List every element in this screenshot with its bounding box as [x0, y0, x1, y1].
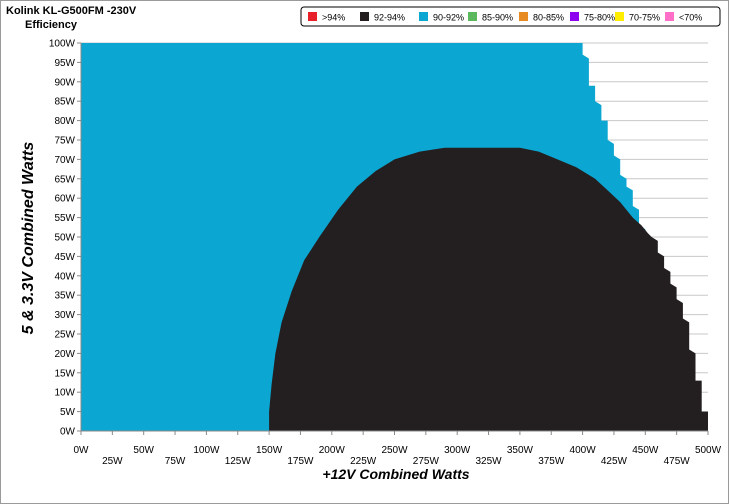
y-tick-label: 20W: [54, 349, 75, 360]
y-tick-label: 70W: [54, 155, 75, 166]
legend-item: 75-80%: [570, 12, 615, 23]
y-tick-label: 45W: [54, 252, 75, 263]
y-tick-labels: 0W 5W 10W 15W 20W 25W 30W 35W 40W 45W 50W 55W 60W 65W…: [49, 39, 81, 438]
legend-item: 85-90%: [468, 12, 513, 23]
legend-item: >94%: [308, 12, 345, 23]
efficiency-bands: [81, 43, 708, 432]
legend-label: <70%: [679, 13, 702, 23]
x-tick-label: 400W: [570, 445, 597, 456]
x-tick-label: 175W: [287, 456, 314, 467]
x-axis-label: +12V Combined Watts: [322, 466, 469, 482]
y-tick-label: 0W: [60, 427, 76, 438]
x-tick-label: 25W: [102, 456, 123, 467]
legend-swatch: [519, 12, 528, 21]
x-tick-label: 425W: [601, 456, 628, 467]
y-tick-label: 30W: [54, 310, 75, 321]
legend-swatch: [308, 12, 317, 21]
x-tick-label: 325W: [475, 456, 502, 467]
y-tick-label: 35W: [54, 291, 75, 302]
legend-label: 80-85%: [533, 13, 564, 23]
legend-item: 90-92%: [419, 12, 464, 23]
y-tick-label: 10W: [54, 388, 75, 399]
x-tick-label: 375W: [538, 456, 565, 467]
legend-label: >94%: [322, 13, 345, 23]
x-tick-label: 0W: [74, 445, 90, 456]
x-tick-label: 50W: [133, 445, 154, 456]
legend-label: 90-92%: [433, 13, 464, 23]
legend-label: 75-80%: [584, 13, 615, 23]
legend-swatch: [419, 12, 428, 21]
y-axis-label: 5 & 3.3V Combined Watts: [20, 142, 37, 335]
x-tick-label: 250W: [381, 445, 408, 456]
y-tick-label: 90W: [54, 77, 75, 88]
chart-subtitle: Efficiency: [25, 19, 78, 31]
chart-title: Kolink KL-G500FM -230V: [6, 5, 137, 17]
x-tick-labels: 0W 25W 50W 75W 100W 125W 150W 175W 200W 225W 250W 2…: [74, 431, 722, 467]
legend-swatch: [468, 12, 477, 21]
y-tick-label: 40W: [54, 271, 75, 282]
y-tick-label: 55W: [54, 213, 75, 224]
x-tick-label: 75W: [165, 456, 186, 467]
legend-label: 92-94%: [374, 13, 405, 23]
x-tick-label: 500W: [695, 445, 722, 456]
y-tick-label: 25W: [54, 330, 75, 341]
legend-box: [300, 6, 721, 27]
y-tick-label: 80W: [54, 116, 75, 127]
y-tick-label: 65W: [54, 174, 75, 185]
x-tick-label: 300W: [444, 445, 471, 456]
x-tick-label: 275W: [413, 456, 440, 467]
legend-swatch: [665, 12, 674, 21]
legend-item: 70-75%: [615, 12, 660, 23]
x-tick-label: 225W: [350, 456, 377, 467]
legend-swatch: [570, 12, 579, 21]
legend-item: 92-94%: [360, 12, 405, 23]
y-tick-label: 60W: [54, 194, 75, 205]
x-tick-label: 450W: [632, 445, 659, 456]
legend-label: 70-75%: [629, 13, 660, 23]
y-tick-label: 50W: [54, 233, 75, 244]
legend: >94% 92-94% 90-92% 85-90% 80-85% 75-80% 70-75%…: [300, 6, 721, 27]
legend-swatch: [360, 12, 369, 21]
y-tick-label: 95W: [54, 58, 75, 69]
y-tick-label: 15W: [54, 368, 75, 379]
y-tick-label: 5W: [60, 407, 76, 418]
legend-label: 85-90%: [482, 13, 513, 23]
x-tick-label: 150W: [256, 445, 283, 456]
y-tick-label: 85W: [54, 97, 75, 108]
x-tick-label: 125W: [225, 456, 252, 467]
x-tick-label: 475W: [664, 456, 691, 467]
x-tick-label: 350W: [507, 445, 534, 456]
y-tick-label: 100W: [49, 39, 76, 50]
band-region: [269, 147, 708, 432]
legend-item: <70%: [665, 12, 702, 23]
x-tick-label: 100W: [193, 445, 220, 456]
x-tick-label: 200W: [319, 445, 346, 456]
legend-item: 80-85%: [519, 12, 564, 23]
y-tick-label: 75W: [54, 136, 75, 147]
legend-swatch: [615, 12, 624, 21]
